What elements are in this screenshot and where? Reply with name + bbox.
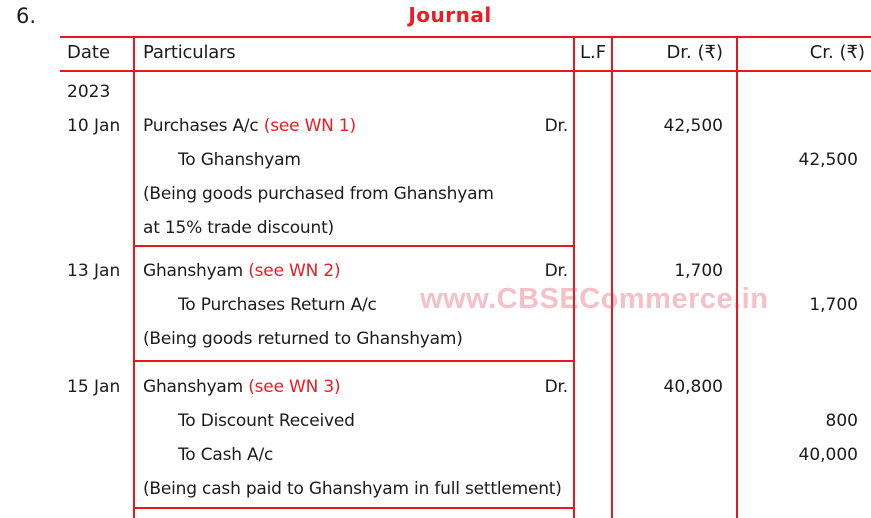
site-watermark: www.CBSECommerce.in — [420, 283, 769, 315]
empty-cell — [135, 72, 575, 109]
journal-entry-row: 13 Jan Ghanshyam (see WN 2) Dr. To Purch… — [60, 247, 871, 362]
narration-line: at 15% trade discount) — [143, 218, 334, 238]
empty-cell — [738, 509, 871, 518]
cr-amount-cell: 42,500 — [738, 109, 871, 247]
dr-amount: 1,700 — [674, 261, 723, 281]
cr-amount: 1,700 — [809, 295, 858, 315]
year-label: 2023 — [67, 82, 111, 102]
entry-date: 10 Jan — [67, 116, 121, 136]
entry-date: 13 Jan — [67, 261, 121, 281]
header-particulars: Particulars — [135, 38, 575, 70]
dr-label: Dr. — [544, 377, 569, 397]
empty-cell — [135, 509, 575, 518]
dr-label: Dr. — [544, 261, 569, 281]
cr-amount: 42,500 — [798, 150, 858, 170]
credit-line: To Purchases Return A/c — [178, 295, 377, 315]
cr-amount: 800 — [825, 411, 858, 431]
year-row: 2023 — [60, 72, 871, 109]
entry-date: 15 Jan — [67, 377, 121, 397]
dr-amount: 42,500 — [663, 116, 723, 136]
cr-amount-cell: 1,700 — [738, 247, 871, 362]
journal-entry-row: 15 Jan Ghanshyam (see WN 3) Dr. To Disco… — [60, 362, 871, 509]
header-dr: Dr. (₹) — [613, 38, 738, 70]
dr-label: Dr. — [544, 116, 569, 136]
empty-cell — [575, 72, 613, 109]
entry-particulars: Ghanshyam (see WN 2) Dr. To Purchases Re… — [135, 247, 575, 362]
header-lf: L.F — [575, 38, 613, 70]
cr-amount-cell: 800 40,000 — [738, 362, 871, 509]
narration-line: (Being goods purchased from Ghanshyam — [143, 184, 494, 204]
lf-cell — [575, 109, 613, 247]
page-title: Journal — [408, 3, 492, 27]
credit-line: To Ghanshyam — [178, 150, 301, 170]
table-header-row: Date Particulars L.F Dr. (₹) Cr. (₹) — [60, 38, 871, 72]
cr-amount — [738, 370, 858, 404]
debit-line: Ghanshyam (see WN 3) Dr. — [143, 370, 573, 404]
empty-cell — [60, 509, 135, 518]
dr-amount: 40,800 — [663, 377, 723, 397]
narration-line: (Being cash paid to Ghanshyam in full se… — [143, 479, 562, 499]
header-date: Date — [60, 38, 135, 70]
empty-cell — [738, 72, 871, 109]
credit-line: To Discount Received — [178, 411, 355, 431]
working-note-ref: (see WN 2) — [248, 261, 341, 281]
working-note-ref: (see WN 1) — [263, 116, 356, 136]
account-name: Ghanshyam — [143, 261, 249, 281]
empty-cell — [613, 72, 738, 109]
header-cr: Cr. (₹) — [809, 42, 865, 63]
cr-amount: 40,000 — [798, 445, 858, 465]
account-name: Ghanshyam — [143, 377, 249, 397]
dr-amount-cell: 42,500 — [613, 109, 738, 247]
empty-cell — [613, 509, 738, 518]
dr-amount-cell: 1,700 — [613, 247, 738, 362]
narration-line: (Being goods returned to Ghanshyam) — [143, 329, 463, 349]
account-name: Purchases A/c — [143, 116, 264, 136]
working-note-ref: (see WN 3) — [248, 377, 341, 397]
journal-entry-row: 10 Jan Purchases A/c (see WN 1) Dr. To G… — [60, 109, 871, 247]
journal-table: Date Particulars L.F Dr. (₹) Cr. (₹) 202… — [60, 36, 871, 518]
debit-line: Ghanshyam (see WN 2) Dr. — [143, 254, 573, 288]
clipped-next-row — [60, 509, 871, 518]
cr-amount — [738, 109, 858, 143]
lf-cell — [575, 247, 613, 362]
entry-particulars: Ghanshyam (see WN 3) Dr. To Discount Rec… — [135, 362, 575, 509]
lf-cell — [575, 362, 613, 509]
question-number: 6. — [16, 4, 37, 28]
credit-line: To Cash A/c — [178, 445, 274, 465]
debit-line: Purchases A/c (see WN 1) Dr. — [143, 109, 573, 143]
empty-cell — [575, 509, 613, 518]
entry-particulars: Purchases A/c (see WN 1) Dr. To Ghanshya… — [135, 109, 575, 247]
dr-amount-cell: 40,800 — [613, 362, 738, 509]
